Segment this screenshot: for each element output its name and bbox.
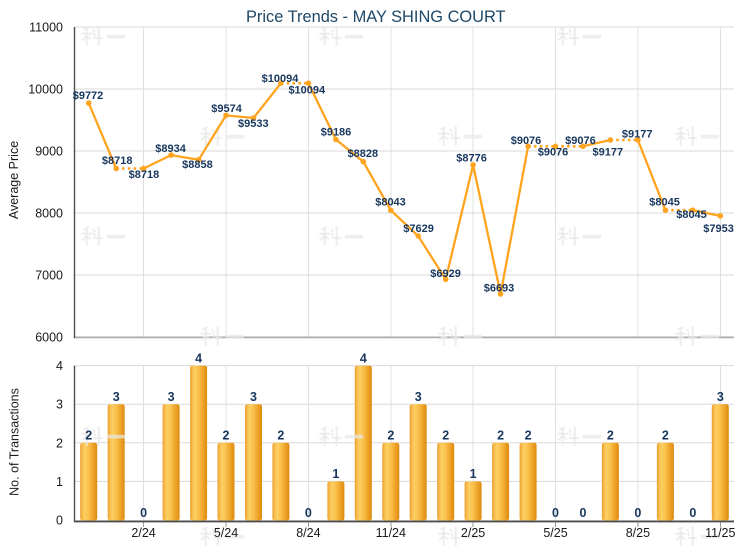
svg-text:$6929: $6929 [430, 268, 461, 280]
svg-text:2: 2 [607, 429, 614, 443]
svg-text:$6693: $6693 [484, 282, 515, 294]
svg-text:4: 4 [360, 351, 367, 365]
svg-text:10000: 10000 [28, 83, 63, 97]
svg-text:Average Price: Average Price [7, 141, 21, 219]
svg-text:$8858: $8858 [182, 159, 213, 171]
svg-text:Price Trends - MAY SHING COURT: Price Trends - MAY SHING COURT [246, 8, 506, 26]
svg-text:2: 2 [442, 429, 449, 443]
svg-text:0: 0 [552, 506, 559, 520]
svg-text:2: 2 [497, 429, 504, 443]
svg-text:8/24: 8/24 [296, 526, 320, 540]
svg-text:11/25: 11/25 [705, 526, 735, 540]
svg-text:2: 2 [387, 429, 394, 443]
svg-text:$8043: $8043 [375, 196, 406, 208]
svg-text:4: 4 [56, 359, 63, 373]
svg-text:1: 1 [56, 475, 63, 489]
svg-text:0: 0 [56, 514, 63, 528]
svg-text:11/24: 11/24 [376, 526, 406, 540]
svg-text:3: 3 [168, 390, 175, 404]
svg-text:2/24: 2/24 [131, 526, 155, 540]
svg-text:2: 2 [277, 429, 284, 443]
svg-text:$8934: $8934 [155, 143, 186, 155]
svg-text:$9186: $9186 [321, 127, 352, 139]
svg-text:$8045: $8045 [649, 196, 680, 208]
svg-text:1: 1 [470, 467, 477, 481]
svg-text:$9772: $9772 [73, 90, 104, 102]
svg-text:0: 0 [140, 506, 147, 520]
svg-text:8/25: 8/25 [626, 526, 650, 540]
svg-text:$9574: $9574 [211, 103, 242, 115]
svg-text:4: 4 [195, 351, 202, 365]
svg-text:5/24: 5/24 [214, 526, 238, 540]
svg-text:$7629: $7629 [403, 223, 434, 235]
svg-text:5/25: 5/25 [543, 526, 567, 540]
svg-text:$9177: $9177 [622, 129, 653, 141]
svg-text:$9076: $9076 [511, 135, 542, 147]
svg-text:3: 3 [415, 390, 422, 404]
svg-text:0: 0 [580, 506, 587, 520]
svg-text:No. of Transactions: No. of Transactions [8, 388, 22, 496]
svg-text:7000: 7000 [35, 269, 63, 283]
svg-text:$9076: $9076 [538, 147, 569, 159]
svg-text:0: 0 [689, 506, 696, 520]
svg-text:3: 3 [113, 390, 120, 404]
svg-text:$10094: $10094 [288, 85, 326, 97]
svg-text:2: 2 [85, 429, 92, 443]
svg-text:$9533: $9533 [238, 118, 269, 130]
svg-text:$10094: $10094 [262, 73, 300, 85]
svg-text:$8828: $8828 [348, 148, 379, 160]
svg-text:3: 3 [56, 398, 63, 412]
svg-text:$9177: $9177 [593, 147, 624, 159]
svg-text:0: 0 [305, 506, 312, 520]
svg-text:$8045: $8045 [676, 209, 707, 221]
svg-text:2: 2 [56, 436, 63, 450]
svg-text:3: 3 [717, 390, 724, 404]
svg-text:$8776: $8776 [456, 153, 487, 165]
svg-text:11000: 11000 [29, 21, 63, 35]
svg-text:9000: 9000 [35, 145, 63, 159]
svg-text:$8718: $8718 [102, 155, 133, 167]
svg-text:2/25: 2/25 [461, 526, 485, 540]
svg-text:0: 0 [634, 506, 641, 520]
svg-text:6000: 6000 [35, 331, 63, 345]
svg-text:1: 1 [332, 467, 339, 481]
svg-text:$7953: $7953 [703, 223, 734, 235]
svg-text:$8718: $8718 [129, 169, 160, 181]
svg-text:$9076: $9076 [565, 135, 596, 147]
svg-text:3: 3 [250, 390, 257, 404]
svg-text:2: 2 [662, 429, 669, 443]
svg-text:8000: 8000 [35, 207, 63, 221]
svg-text:2: 2 [223, 429, 230, 443]
svg-text:2: 2 [525, 429, 532, 443]
